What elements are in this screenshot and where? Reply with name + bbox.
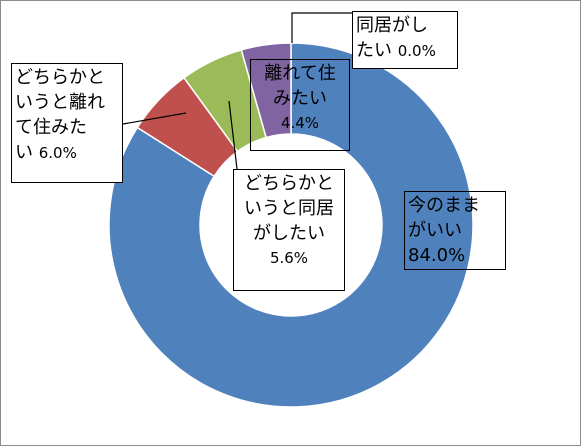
label-line: 今のまま — [408, 195, 480, 216]
slice-label-keep-as-is: 今のまま がいい 84.0% — [404, 191, 506, 270]
slice-label-live-apart: 離れて住 みたい 4.4% — [250, 59, 350, 151]
label-line: がしたい — [253, 223, 325, 244]
label-value: 6.0% — [38, 144, 77, 162]
label-value: 84.0% — [408, 245, 466, 266]
label-line: がいい — [408, 220, 462, 241]
donut-slice-3 — [240, 42, 292, 139]
slice-label-rather-live-apart: どちらかと いうと離れ て住みた い 6.0% — [11, 63, 123, 183]
label-line: 同居がし — [356, 15, 428, 36]
label-line: みたい — [273, 88, 327, 109]
slice-label-rather-live-together: どちらかと いうと同居 がしたい 5.6% — [233, 169, 345, 291]
label-value: 4.4% — [280, 114, 320, 132]
slice-label-live-together: 同居がし たい 0.0% — [352, 11, 458, 69]
slices-group — [108, 42, 474, 408]
label-line: いうと同居 — [244, 198, 334, 219]
label-line: い — [15, 142, 33, 163]
label-value: 5.6% — [269, 249, 309, 267]
label-value: 0.0% — [397, 42, 436, 60]
label-line: たい — [356, 40, 392, 61]
donut-slice-0 — [108, 42, 474, 408]
label-line: どちらかと — [15, 67, 105, 88]
label-line: て住みた — [15, 117, 87, 138]
label-line: どちらかと — [244, 173, 334, 194]
label-line: 離れて住 — [264, 63, 336, 84]
label-line: いうと離れ — [15, 92, 105, 113]
